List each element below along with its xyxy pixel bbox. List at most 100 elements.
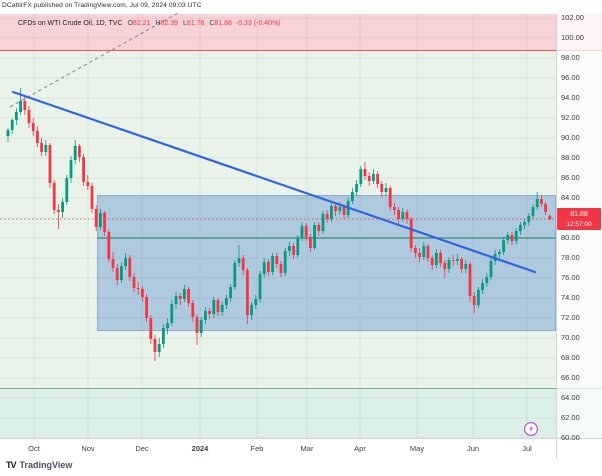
candle-body — [275, 256, 279, 264]
candle-body — [317, 225, 321, 231]
time-tick-label: Jul — [522, 444, 532, 453]
price-tick-label: 72.00 — [561, 313, 580, 322]
candle-body — [481, 283, 484, 290]
dashed-trendline[interactable] — [9, 12, 179, 108]
price-tick-label: 98.00 — [561, 53, 580, 62]
candle-body — [15, 112, 18, 120]
candle-body — [355, 184, 358, 192]
candle-body — [212, 300, 216, 314]
candle-body — [187, 289, 190, 303]
candle-body — [531, 207, 535, 216]
candle-body — [472, 296, 476, 305]
price-tick-label: 100.00 — [561, 33, 584, 42]
ohlc-low-key: L — [182, 20, 187, 27]
time-tick-label: Jun — [466, 444, 480, 453]
candle-body — [498, 252, 501, 254]
candle-body — [153, 339, 157, 352]
candle-body — [254, 299, 258, 305]
candle-body — [393, 207, 396, 210]
candle-body — [342, 207, 346, 215]
time-tick-label: 2024 — [191, 444, 209, 453]
candle-body — [485, 277, 489, 283]
candle-body — [296, 238, 300, 255]
symbol-title: CFDs on WTI Crude Oil, 1D, TVC — [18, 20, 123, 27]
candle-body — [540, 199, 543, 204]
candle-body — [430, 258, 434, 265]
price-tick-label: 76.00 — [561, 273, 580, 282]
candle-body — [246, 270, 249, 315]
candle-body — [229, 287, 232, 298]
candle-body — [451, 260, 455, 261]
candle-body — [174, 296, 178, 304]
candle-body — [115, 268, 119, 280]
candle-body — [489, 261, 493, 277]
candle-body — [90, 186, 94, 209]
tradingview-logo-mark: TV — [6, 460, 16, 470]
candle-body — [27, 110, 31, 123]
candle-body — [220, 305, 224, 312]
candle-body — [61, 202, 64, 212]
axis-separator-horizontal — [0, 438, 602, 439]
candle-body — [141, 289, 144, 297]
candle-body — [426, 246, 430, 258]
price-tick-label: 90.00 — [561, 133, 580, 142]
candle-body — [283, 251, 287, 273]
price-tick-label: 92.00 — [561, 113, 580, 122]
candle-body — [99, 213, 102, 227]
candle-body — [405, 212, 409, 219]
candle-body — [204, 311, 207, 320]
ohlc-close-value: 81.88 — [214, 20, 232, 27]
candle-body — [363, 169, 367, 176]
candle-body — [464, 264, 468, 269]
candle-body — [506, 235, 510, 240]
price-tick-label: 84.00 — [561, 193, 580, 202]
price-tick-label: 80.00 — [561, 233, 580, 242]
candle-body — [170, 304, 174, 323]
candle-body — [321, 214, 325, 231]
price-tick-label: 70.00 — [561, 333, 580, 342]
candle-body — [111, 259, 115, 268]
candle-body — [166, 323, 169, 328]
candle-body — [300, 226, 304, 238]
candle-body — [510, 235, 514, 241]
candle-body — [447, 260, 451, 269]
candle-body — [124, 258, 127, 266]
candle-body — [162, 328, 165, 344]
candle-body — [136, 288, 140, 289]
ohlc-open-value: 82.21 — [132, 20, 151, 27]
candle-body — [271, 256, 274, 272]
downtrend-line[interactable] — [11, 90, 537, 274]
candle-body — [292, 246, 295, 255]
candle-body — [145, 297, 148, 318]
ohlc-high-key: H — [155, 20, 161, 27]
candle-body — [237, 258, 241, 263]
price-tick-label: 68.00 — [561, 353, 580, 362]
candle-body — [69, 160, 73, 178]
ohlc-close-key: C — [209, 20, 215, 27]
candle-body — [380, 184, 384, 192]
candle-body — [183, 289, 186, 299]
candle-body — [351, 192, 354, 201]
candle-body — [514, 231, 518, 241]
candle-body — [548, 215, 552, 220]
price-tick-label: 78.00 — [561, 253, 580, 262]
candle-body — [82, 157, 85, 182]
ohlc-low-value: 81.76 — [186, 20, 205, 27]
lower-support-zone — [0, 388, 602, 439]
candle-body — [86, 182, 90, 186]
candle-body — [103, 213, 106, 232]
candle-body — [376, 174, 379, 184]
event-lightning-icon[interactable] — [523, 421, 539, 437]
candle-body — [304, 226, 308, 237]
candle-body — [107, 232, 111, 259]
candle-body — [216, 300, 220, 312]
candle-body — [288, 246, 291, 251]
price-tick-label: 74.00 — [561, 293, 580, 302]
candle-body — [19, 101, 22, 112]
candle-body — [309, 237, 312, 248]
time-tick-label: May — [409, 444, 425, 453]
candle-body — [443, 263, 447, 269]
tradingview-logo[interactable]: TV TradingView — [6, 460, 72, 470]
symbol-legend[interactable]: CFDs on WTI Crude Oil, 1D, TVC O82.21 H8… — [18, 20, 281, 27]
